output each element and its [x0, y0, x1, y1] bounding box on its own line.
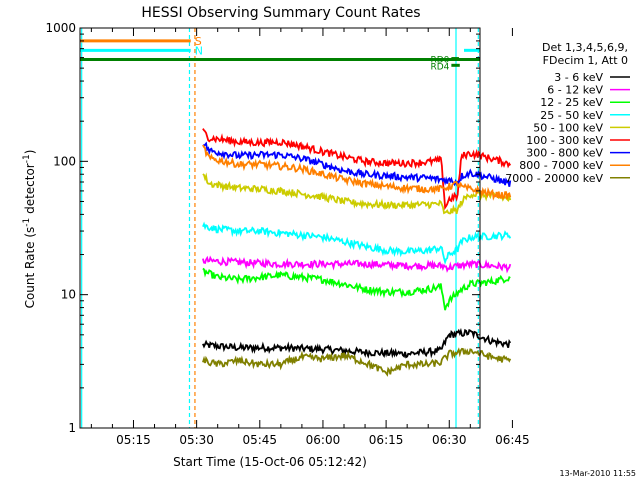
y-axis-label-part: Count Rate (s	[23, 227, 37, 309]
y-axis-label-exponent: -1	[22, 154, 32, 163]
legend-entry-label: 3 - 6 keV	[554, 71, 603, 84]
legend-entry-label: 100 - 300 keV	[526, 134, 603, 147]
footer-timestamp: 13-Mar-2010 11:55	[560, 469, 637, 478]
series-line	[202, 144, 512, 201]
legend-entry-label: 25 - 50 keV	[540, 109, 603, 122]
x-axis-label: Start Time (15-Oct-06 05:12:42)	[173, 455, 367, 469]
x-tick-label: 06:45	[495, 433, 530, 447]
series-line	[202, 347, 512, 377]
legend-entry-label: 6 - 12 keV	[547, 84, 603, 97]
axis-frame	[79, 27, 481, 429]
y-axis-label-part: detector	[23, 163, 37, 218]
y-axis-label: Count Rate (s-1 detector-1)	[22, 150, 37, 309]
x-tick-label: 05:30	[179, 433, 214, 447]
legend-entry-label: 300 - 800 keV	[526, 147, 603, 160]
rd-marker-label: RD4	[430, 62, 449, 72]
legend: Det 1,3,4,5,6,9, FDecim 1, Att 0 3 - 6 k…	[505, 41, 630, 185]
x-tick-label: 06:30	[432, 433, 467, 447]
series-line	[202, 128, 512, 211]
series-line	[202, 141, 512, 187]
y-tick-label: 1	[68, 421, 76, 435]
x-tick-label: 06:15	[369, 433, 404, 447]
legend-entry-label: 800 - 7000 keV	[519, 159, 603, 172]
flag-label: S	[195, 35, 202, 48]
legend-header-line: Det 1,3,4,5,6,9,	[542, 41, 628, 54]
legend-header-line: FDecim 1, Att 0	[543, 54, 628, 67]
series-line	[202, 172, 512, 215]
y-axis-label-exponent: -1	[22, 218, 32, 227]
y-tick-label: 100	[53, 154, 76, 168]
y-axis-label-part: )	[23, 150, 37, 155]
x-tick-label: 05:15	[116, 433, 151, 447]
legend-entry-label: 12 - 25 keV	[540, 96, 603, 109]
axes: 05:15 05:30 05:45 06:00 06:15 06:30 06:45 1 10 10…	[45, 21, 529, 447]
series-line	[202, 221, 512, 265]
series-line	[202, 327, 512, 359]
series-line	[202, 255, 512, 274]
flag-label: N	[195, 44, 203, 57]
legend-entry-label: 50 - 100 keV	[533, 121, 603, 134]
series-line	[202, 267, 511, 311]
rd-marker-label: RD0	[430, 56, 449, 66]
x-tick-label: 05:45	[242, 433, 277, 447]
y-tick-label: 1000	[45, 21, 76, 35]
chart-title: HESSI Observing Summary Count Rates	[141, 5, 420, 21]
legend-entry-label: 7000 - 20000 keV	[505, 172, 603, 185]
y-tick-label: 10	[61, 288, 76, 302]
x-tick-label: 06:00	[306, 433, 341, 447]
